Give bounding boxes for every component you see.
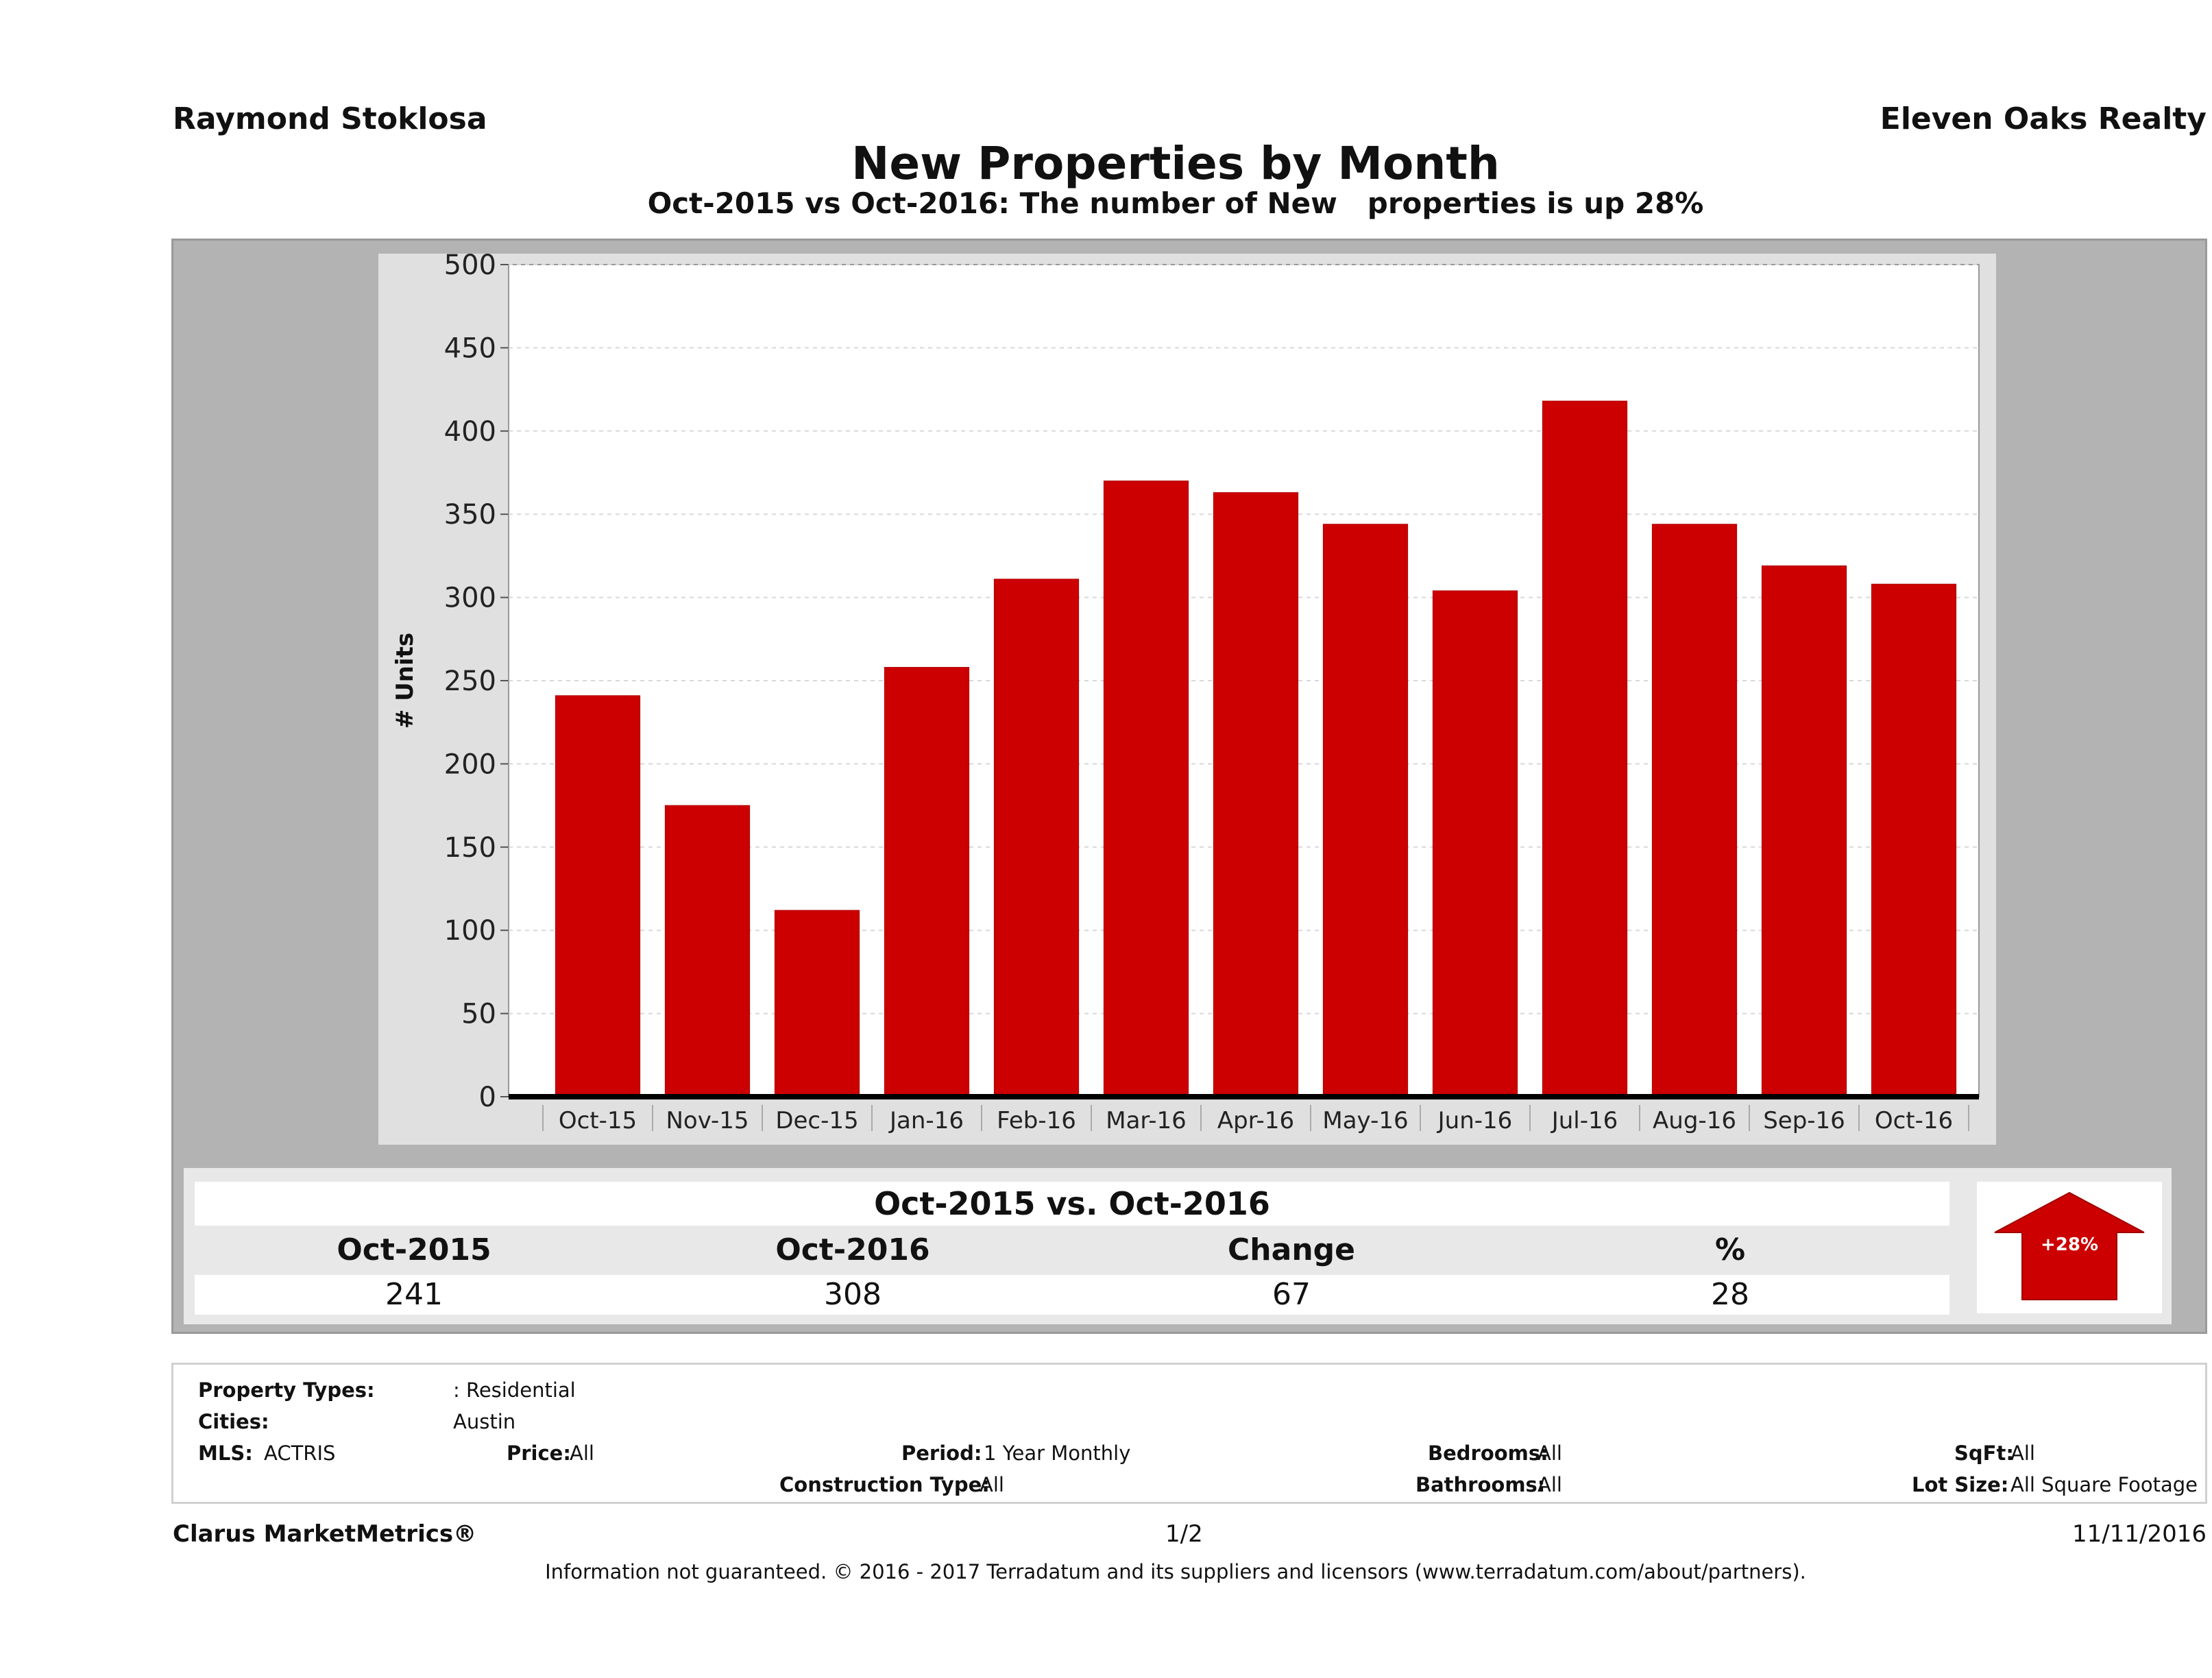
change-badge-text: +28% bbox=[2041, 1235, 2098, 1255]
y-tick-label: 400 bbox=[444, 416, 496, 448]
y-tick-label: 100 bbox=[444, 915, 496, 947]
lot-size-label: Lot Size: bbox=[1912, 1473, 2009, 1496]
disclaimer: Information not guaranteed. © 2016 - 201… bbox=[545, 1560, 1806, 1583]
summary-header-change: Change bbox=[1228, 1232, 1355, 1267]
bar-nov-15 bbox=[664, 805, 751, 1097]
x-tick-label: May-16 bbox=[1322, 1107, 1408, 1134]
bar-dec-15 bbox=[774, 910, 860, 1097]
bar-jun-16 bbox=[1432, 590, 1518, 1097]
x-tick-label: Apr-16 bbox=[1217, 1107, 1294, 1134]
price-label: Price: bbox=[507, 1442, 571, 1465]
brokerage-name: Eleven Oaks Realty bbox=[1880, 101, 2207, 136]
bar-aug-16 bbox=[1651, 524, 1738, 1097]
lot-size-value: All Square Footage bbox=[2010, 1473, 2198, 1496]
report-title: New Properties by Month bbox=[851, 137, 1500, 190]
summary-title: Oct-2015 vs. Oct-2016 bbox=[195, 1182, 1949, 1226]
bathrooms-value: All bbox=[1538, 1473, 1562, 1496]
construction-type-value: All bbox=[980, 1473, 1004, 1496]
y-axis-label: # Units bbox=[391, 633, 419, 729]
x-tick-label: Feb-16 bbox=[997, 1107, 1076, 1134]
summary-header-row: Oct-2015 Oct-2016 Change % bbox=[195, 1228, 1949, 1272]
y-tick-label: 500 bbox=[444, 254, 496, 281]
bar-oct-15 bbox=[555, 695, 641, 1097]
y-tick-label: 450 bbox=[444, 332, 496, 364]
page-number: 1/2 bbox=[1165, 1520, 1203, 1548]
bar-oct-16 bbox=[1871, 583, 1957, 1097]
property-types-value: : Residential bbox=[453, 1378, 576, 1402]
x-tick-label: Sep-16 bbox=[1763, 1107, 1845, 1134]
x-tick-label: Jun-16 bbox=[1437, 1107, 1513, 1134]
mls-value: ACTRIS bbox=[264, 1442, 336, 1465]
sqft-value: All bbox=[2010, 1442, 2035, 1465]
y-tick-label: 350 bbox=[444, 499, 496, 531]
summary-header-percent: % bbox=[1714, 1232, 1746, 1267]
bar-feb-16 bbox=[993, 579, 1080, 1097]
bar-may-16 bbox=[1322, 524, 1409, 1097]
x-tick-label: Aug-16 bbox=[1653, 1107, 1736, 1134]
x-tick-label: Oct-15 bbox=[559, 1107, 637, 1134]
bathrooms-label: Bathrooms: bbox=[1415, 1473, 1546, 1496]
x-tick-label: Nov-15 bbox=[666, 1107, 749, 1134]
bedrooms-label: Bedrooms: bbox=[1428, 1442, 1548, 1465]
bedrooms-value: All bbox=[1538, 1442, 1562, 1465]
bar-apr-16 bbox=[1213, 492, 1299, 1097]
y-tick-label: 200 bbox=[444, 749, 496, 780]
x-tick-label: Jul-16 bbox=[1551, 1107, 1618, 1134]
x-tick-label: Jan-16 bbox=[888, 1107, 964, 1134]
summary-value-oct2015: 241 bbox=[385, 1277, 443, 1312]
price-value: All bbox=[570, 1442, 594, 1465]
agent-name: Raymond Stoklosa bbox=[173, 101, 487, 136]
y-tick-label: 0 bbox=[479, 1082, 496, 1113]
summary-value-change: 67 bbox=[1272, 1277, 1311, 1312]
bar-jan-16 bbox=[884, 667, 970, 1097]
y-tick-label: 300 bbox=[444, 583, 496, 614]
filter-info-box: Property Types: : Residential Cities: Au… bbox=[171, 1363, 2207, 1504]
y-tick-label: 250 bbox=[444, 666, 496, 697]
report-subtitle: Oct-2015 vs Oct-2016: The number of New … bbox=[647, 186, 1704, 220]
product-name: Clarus MarketMetrics® bbox=[173, 1520, 477, 1548]
period-value: 1 Year Monthly bbox=[984, 1442, 1131, 1465]
up-arrow-icon: +28% bbox=[1994, 1191, 2145, 1300]
bar-chart: 0 50 100 150 200 250 300 350 400 450 500 # Units Oct… bbox=[391, 254, 1980, 1134]
property-types-label: Property Types: bbox=[198, 1378, 375, 1402]
bar-mar-16 bbox=[1103, 481, 1189, 1097]
x-tick-label: Mar-16 bbox=[1106, 1107, 1187, 1134]
summary-header-oct2016: Oct-2016 bbox=[775, 1232, 930, 1267]
summary-value-percent: 28 bbox=[1711, 1277, 1749, 1312]
x-tick-label: Oct-16 bbox=[1875, 1107, 1953, 1134]
report-date: 11/11/2016 bbox=[2072, 1520, 2207, 1548]
summary-value-oct2016: 308 bbox=[824, 1277, 882, 1312]
bar-sep-16 bbox=[1761, 565, 1847, 1097]
cities-value: Austin bbox=[453, 1410, 516, 1433]
sqft-label: SqFt: bbox=[1954, 1442, 2014, 1465]
y-tick-label: 150 bbox=[444, 832, 496, 864]
bar-jul-16 bbox=[1542, 400, 1628, 1097]
y-tick-label: 50 bbox=[461, 999, 496, 1030]
summary-header-oct2015: Oct-2015 bbox=[337, 1232, 491, 1267]
change-badge: +28% bbox=[1977, 1182, 2162, 1313]
summary-value-row: 241 308 67 28 bbox=[195, 1275, 1949, 1315]
cities-label: Cities: bbox=[198, 1410, 269, 1433]
mls-label: MLS: bbox=[198, 1442, 253, 1465]
x-tick-label: Dec-15 bbox=[775, 1107, 858, 1134]
period-label: Period: bbox=[901, 1442, 982, 1465]
construction-type-label: Construction Type: bbox=[779, 1473, 990, 1496]
